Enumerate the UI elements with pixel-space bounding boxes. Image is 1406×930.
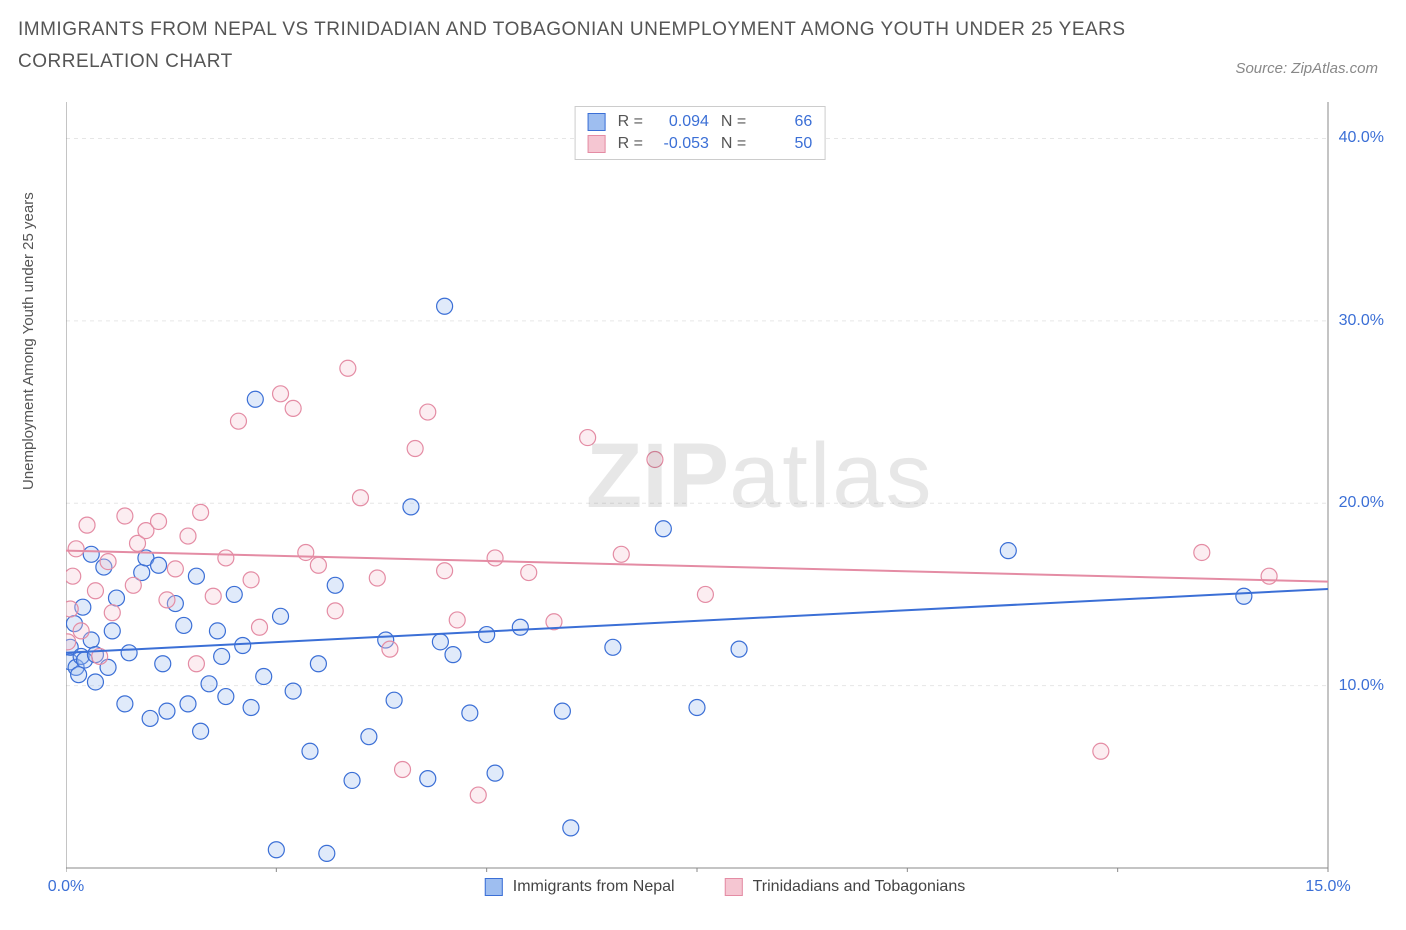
y-tick-label: 40.0% [1339,129,1384,147]
y-tick-label: 20.0% [1339,494,1384,512]
series-label-trin: Trinidadians and Tobagonians [753,878,966,896]
legend-row-nepal: R = 0.094 N = 66 [588,111,813,133]
swatch-trin [725,878,743,896]
chart-title: IMMIGRANTS FROM NEPAL VS TRINIDADIAN AND… [18,14,1138,79]
swatch-nepal [588,113,606,131]
swatch-trin [588,135,606,153]
r-value-trin: -0.053 [651,135,709,153]
legend-row-trin: R = -0.053 N = 50 [588,133,813,155]
n-value-trin: 50 [754,135,812,153]
r-label: R = [618,113,643,131]
y-axis-label: Unemployment Among Youth under 25 years [20,192,37,490]
n-label: N = [721,113,746,131]
n-value-nepal: 66 [754,113,812,131]
series-legend: Immigrants from Nepal Trinidadians and T… [485,878,965,896]
source-attribution: Source: ZipAtlas.com [1235,60,1378,77]
r-label: R = [618,135,643,153]
series-legend-nepal: Immigrants from Nepal [485,878,675,896]
series-label-nepal: Immigrants from Nepal [513,878,675,896]
y-tick-label: 30.0% [1339,312,1384,330]
x-tick-label: 0.0% [48,878,84,896]
chart-area: ZIPatlas R = 0.094 N = 66 R = -0.053 N =… [66,102,1384,872]
scatter-chart [66,102,1384,872]
x-tick-label: 15.0% [1305,878,1350,896]
n-label: N = [721,135,746,153]
swatch-nepal [485,878,503,896]
y-tick-label: 10.0% [1339,677,1384,695]
series-legend-trin: Trinidadians and Tobagonians [725,878,966,896]
correlation-legend: R = 0.094 N = 66 R = -0.053 N = 50 [575,106,826,160]
r-value-nepal: 0.094 [651,113,709,131]
